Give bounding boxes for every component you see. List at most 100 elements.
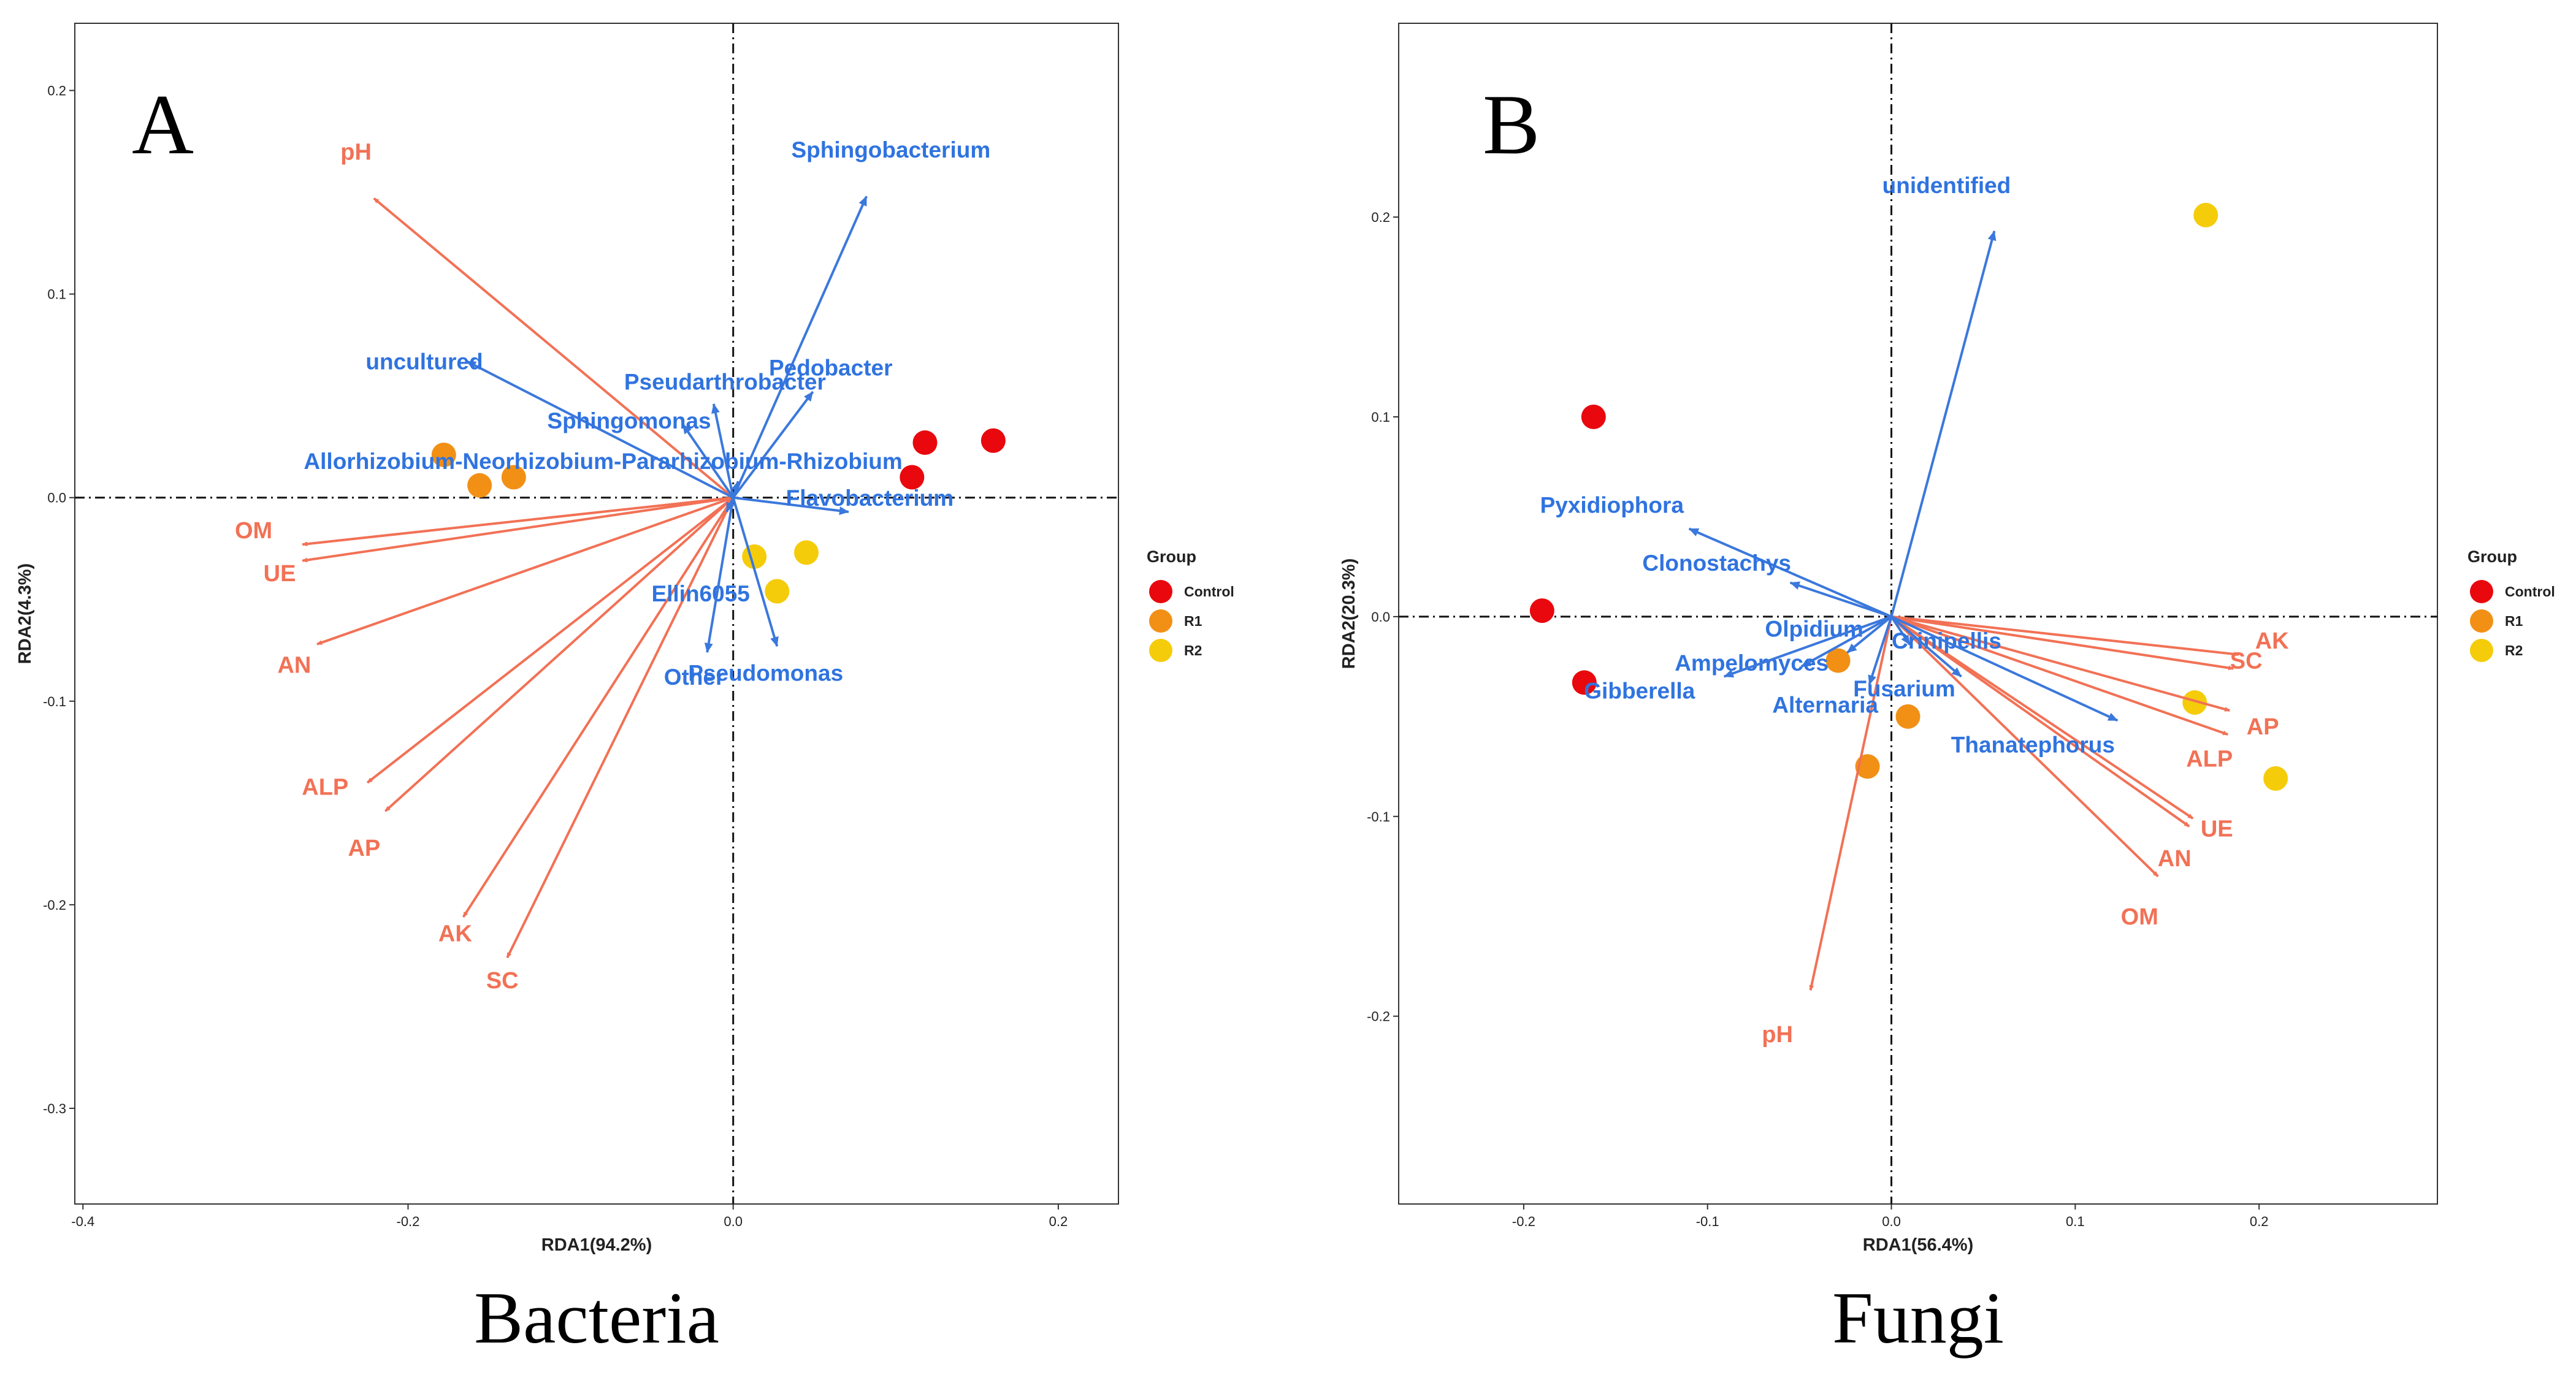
sample-point-r2 xyxy=(2182,690,2207,715)
env-arrow-ak xyxy=(1891,615,2240,657)
legend-swatch xyxy=(1149,609,1172,633)
taxon-label: Ellin6055 xyxy=(651,581,749,606)
taxon-label: Pseudomonas xyxy=(688,661,843,686)
y-tick-label: -0.2 xyxy=(1367,1009,1390,1024)
y-tick-label: 0.2 xyxy=(1371,210,1390,225)
panel-caption: Fungi xyxy=(1832,1277,2004,1358)
panel-letter: A xyxy=(132,77,194,172)
taxon-arrow xyxy=(731,481,740,498)
panel-b-fungi: -0.2 -0.1 0.0 0.1 0.2 0.2 0.1 0.0 -0.1 -0.2 RDA1(5… xyxy=(1339,23,2555,1358)
env-label-alp: ALP xyxy=(302,775,348,801)
y-tick-label: -0.2 xyxy=(43,897,66,913)
env-arrow-ph xyxy=(373,197,734,499)
env-label-ap: AP xyxy=(2247,714,2279,740)
env-label-ph: pH xyxy=(340,139,372,165)
taxon-arrow xyxy=(466,360,734,499)
env-label-ak: AK xyxy=(438,921,472,947)
taxon-label: unidentified xyxy=(1882,173,2011,198)
sample-point-r2 xyxy=(2263,766,2288,791)
y-tick-label: 0.1 xyxy=(1371,410,1390,425)
taxon-arrow xyxy=(732,196,868,498)
env-arrow-an xyxy=(316,496,734,646)
taxon-arrow xyxy=(732,497,779,647)
taxon-arrow xyxy=(732,391,814,498)
taxon-label: Alternaria xyxy=(1772,692,1878,717)
legend-item-label: Control xyxy=(2505,584,2555,600)
taxon-label: Olpidium xyxy=(1765,616,1863,641)
sample-point-control xyxy=(980,428,1006,453)
sample-point-r1 xyxy=(467,473,492,498)
env-label-alp: ALP xyxy=(2186,746,2233,772)
env-label-ue: UE xyxy=(2201,816,2233,842)
x-tick-label: 0.0 xyxy=(1882,1214,1901,1229)
env-arrow-alp xyxy=(1890,615,2229,736)
x-tick-label: -0.1 xyxy=(1696,1214,1719,1229)
x-tick-label: 0.2 xyxy=(1049,1214,1068,1229)
legend-item-label: R2 xyxy=(2505,642,2523,658)
x-tick-label: -0.4 xyxy=(71,1214,94,1229)
legend-item-label: R1 xyxy=(2505,613,2523,629)
x-tick-label: -0.2 xyxy=(397,1214,420,1229)
env-label-ph: pH xyxy=(1762,1022,1793,1048)
y-tick-label: 0.1 xyxy=(47,287,66,302)
plot-frame xyxy=(1398,23,2438,1205)
taxon-arrow xyxy=(704,497,735,653)
legend: Group Control R1 R2 xyxy=(2467,547,2555,662)
taxon-arrow xyxy=(1789,581,1892,618)
y-tick-label: 0.2 xyxy=(47,83,66,99)
env-label-ue: UE xyxy=(264,561,296,587)
sample-point-control xyxy=(1572,670,1597,695)
taxon-arrow xyxy=(1846,615,1892,654)
sample-point-control xyxy=(1529,598,1554,623)
legend-swatch xyxy=(2470,639,2493,662)
x-tick-label: 0.1 xyxy=(2066,1214,2085,1229)
legend-item-label: R1 xyxy=(1184,613,1202,629)
sample-point-r1 xyxy=(1895,704,1921,729)
env-label-om: OM xyxy=(2121,904,2158,930)
env-label-an: AN xyxy=(277,652,311,678)
taxon-arrow xyxy=(1890,615,2119,722)
legend-item-label: R2 xyxy=(1184,642,1202,658)
env-arrow-ue xyxy=(1890,615,2194,820)
legend-title: Group xyxy=(1147,547,1196,566)
panel-a-bacteria: -0.4 -0.2 0.0 0.2 0.2 0.1 0.0 -0.1 -0.2 -0.3 RDA1(… xyxy=(15,23,1234,1358)
taxon-arrow xyxy=(1868,616,1893,685)
taxon-label: Gibberella xyxy=(1584,679,1695,704)
panel-letter: B xyxy=(1483,77,1540,172)
taxon-label: Thanatephorus xyxy=(1951,732,2115,757)
sample-point-r1 xyxy=(501,465,526,490)
env-label-sc: SC xyxy=(486,968,519,994)
legend-title: Group xyxy=(2467,547,2517,566)
env-label-om: OM xyxy=(235,518,272,544)
taxon-arrow xyxy=(1800,615,1892,668)
sample-point-r1 xyxy=(431,442,456,467)
taxon-label: Sphingobacterium xyxy=(791,137,990,162)
taxon-label: Clonostachys xyxy=(1642,551,1791,576)
env-arrow-ue xyxy=(302,496,733,563)
env-arrow-sc xyxy=(506,497,735,959)
taxon-arrow xyxy=(711,403,735,498)
x-tick-label: 0.2 xyxy=(2250,1214,2269,1229)
env-arrow-om xyxy=(1890,615,2159,877)
legend-swatch xyxy=(1149,639,1172,662)
x-tick-label: -0.2 xyxy=(1512,1214,1535,1229)
taxon-arrow xyxy=(1723,615,1892,678)
sample-point-r1 xyxy=(1825,648,1851,673)
sample-point-control xyxy=(900,465,925,490)
env-arrow-ap xyxy=(384,497,735,812)
taxon-label: Allorhizobium-Neorhizobium-Pararhizobium… xyxy=(304,449,902,474)
taxon-arrow xyxy=(733,496,849,516)
taxon-label: Pyxidiophora xyxy=(1540,492,1684,517)
taxon-arrow xyxy=(1890,615,1962,678)
sample-point-r2 xyxy=(765,579,790,604)
taxon-arrow xyxy=(1890,230,1997,617)
sample-point-control xyxy=(912,430,938,455)
env-label-an: AN xyxy=(2158,846,2192,872)
x-tick-label: 0.0 xyxy=(724,1214,743,1229)
env-label-sc: SC xyxy=(2230,649,2263,674)
taxon-arrow xyxy=(681,424,735,498)
sample-point-r2 xyxy=(793,540,819,565)
env-arrow-ph xyxy=(1809,616,1893,991)
legend-swatch xyxy=(2470,609,2493,633)
env-arrow-sc xyxy=(1891,615,2234,671)
